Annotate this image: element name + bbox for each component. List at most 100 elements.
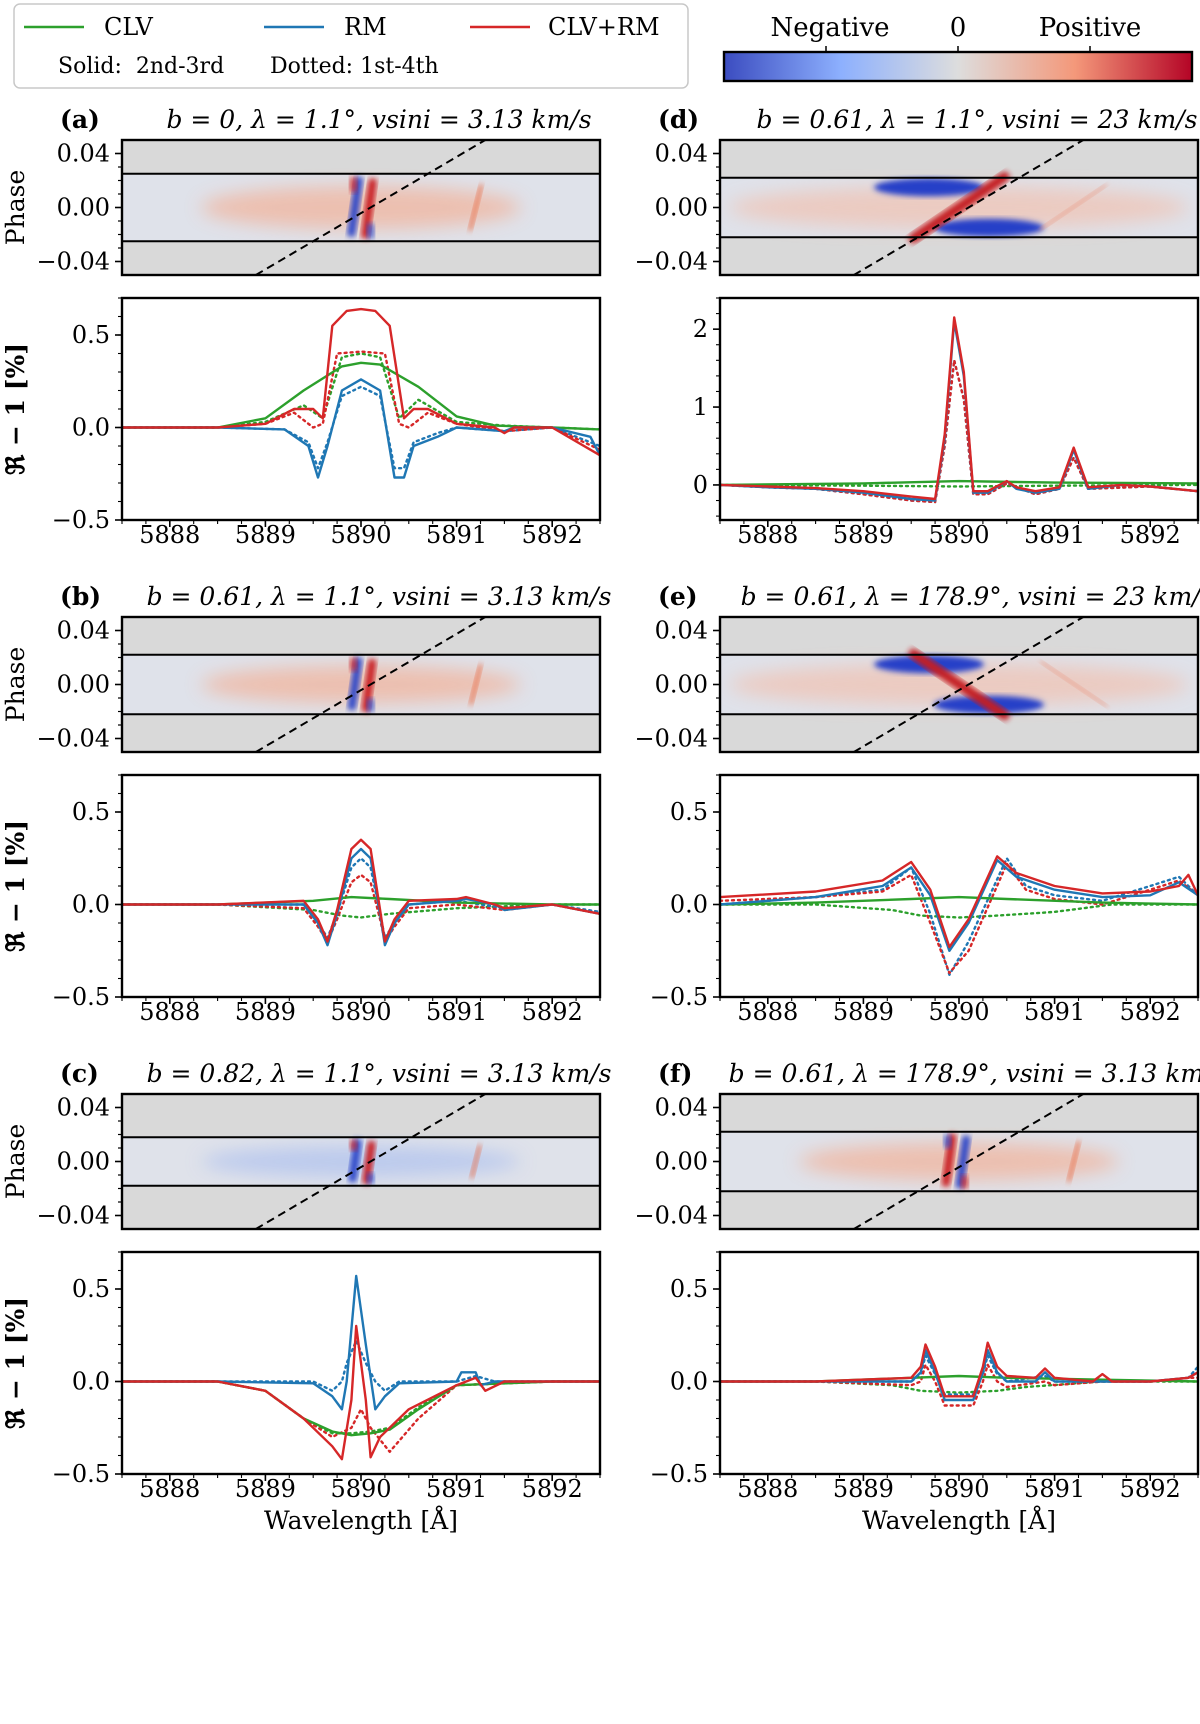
line-xtick-label: 5888 [139,1475,200,1503]
rm-streak-a [941,1133,957,1187]
panel-f: (f) b = 0.61, λ = 178.9°, vsini = 3.13 km… [634,1059,1200,1535]
line-xtick-label: 5888 [737,1475,798,1503]
series-clv-rm-solid [720,316,1198,501]
dashed-line [255,140,486,275]
continuum-glow [201,185,521,230]
panel-tag: (d) [658,105,699,134]
line-xtick-label: 5890 [330,521,391,549]
line-xtick-label: 5889 [833,998,894,1026]
line-ytick-label: −0.5 [650,1460,708,1488]
line-ytick-label: 0.5 [72,1275,110,1303]
map-content [720,648,1198,721]
line-xtick-label: 5888 [737,521,798,549]
map-ytick-label: 0.04 [655,140,708,168]
dashed-line [255,1094,486,1229]
series-rm-solid [720,1348,1198,1402]
colorbar-label-positive: Positive [1039,13,1142,43]
line-xtick-label: 5888 [139,998,200,1026]
map-content [122,654,600,715]
series-group [720,316,1198,504]
panel-title: b = 0, λ = 1.1°, vsini = 3.13 km/s [166,105,591,134]
rm-corner-a [350,657,357,671]
series-clv-rm-solid [122,307,600,457]
rm-streak-b [955,1135,971,1189]
series-clv-rm-dotted [122,350,600,451]
colorbar-label-zero: 0 [950,13,967,43]
colorbar: Negative 0 Positive [722,13,1194,83]
series-clv-rm-solid [122,838,600,943]
map-content [122,173,600,242]
map-content [122,1137,600,1186]
line-ytick-label: 0.5 [72,321,110,349]
map-ytick-label: 0.00 [655,194,708,222]
series-clv-rm-solid [122,1324,600,1461]
map-ytick-label: 0.00 [655,671,708,699]
rm-streak-a [347,176,363,237]
panel-tag: (b) [60,582,101,611]
legend-label-clvrm: CLV+RM [548,13,660,41]
legend-frame [13,3,689,89]
line-xtick-label: 5891 [1024,1475,1085,1503]
rm-diagonal [908,171,1010,244]
line-ytick-label: −0.5 [52,983,110,1011]
dashed-line [853,617,1084,752]
panel-tag: (c) [60,1059,99,1088]
line-xtick-label: 5888 [139,521,200,549]
secondary-streak [468,663,483,706]
line-ytick-label: 0 [693,471,708,499]
line-xtick-label: 5892 [522,998,583,1026]
map-ytick-label: 0.00 [655,1148,708,1176]
blue-lobe-top [874,178,984,197]
line-background [720,775,1198,997]
line-ytick-label: 0.0 [72,414,110,442]
line-ytick-label: 0.0 [72,891,110,919]
panel-title: b = 0.61, λ = 178.9°, vsini = 3.13 km/s [729,1059,1200,1088]
rm-corner-b [367,223,374,239]
series-clv-rm-solid [720,855,1198,949]
map-ytick-label: 0.04 [57,1094,110,1122]
line-xtick-label: 5891 [426,521,487,549]
rm-corner-b [367,698,374,712]
map-ytick-label: −0.04 [36,725,110,753]
colorbar-gradient [722,50,1194,83]
line-ytick-label: −0.5 [650,983,708,1011]
legend-label-clv: CLV [104,13,153,41]
series-clv-solid [720,895,1198,906]
line-ylabel: ℜ − 1 [%] [1,1297,30,1429]
map-ytick-label: 0.00 [57,671,110,699]
line-ytick-label: 2 [693,315,708,343]
series-group [720,1341,1198,1407]
map-content [720,1131,1198,1192]
line-ytick-label: 0.0 [72,1368,110,1396]
line-xtick-label: 5892 [522,1475,583,1503]
line-background [122,298,600,520]
panel-tag: (e) [658,582,698,611]
line-xtick-label: 5889 [833,521,894,549]
panel-d: (d) b = 0.61, λ = 1.1°, vsini = 23 km/s 0.… [634,105,1200,549]
map-ytick-label: −0.04 [36,1202,110,1230]
line-ytick-label: 0.0 [670,891,708,919]
series-clv-rm-dotted [122,873,600,943]
line-xtick-label: 5892 [1120,1475,1181,1503]
xlabel: Wavelength [Å] [862,1505,1056,1535]
panel-b: (b) b = 0.61, λ = 1.1°, vsini = 3.13 km/s… [1,582,611,1026]
line-plot: 0.5 0.0 −0.5 5888 5889 5890 5891 5892 ℜ − 1 [%] [1,773,602,1026]
legend-note-solid: Solid: 2nd-3rd [58,54,224,79]
series-clv-dotted [720,483,1198,488]
line-xtick-label: 5889 [235,521,296,549]
line-xtick-label: 5890 [928,998,989,1026]
panel-tag: (f) [658,1059,692,1088]
line-ytick-label: −0.5 [52,506,110,534]
panel-title: b = 0.82, λ = 1.1°, vsini = 3.13 km/s [147,1059,612,1088]
series-rm-dotted [122,1339,600,1393]
map-ytick-label: −0.04 [634,1202,708,1230]
line-background [122,775,600,997]
secondary-diagonal [1039,660,1108,708]
series-rm-dotted [720,857,1198,976]
map-ytick-label: 0.04 [57,617,110,645]
map-ytick-label: −0.04 [634,725,708,753]
line-xtick-label: 5892 [1120,521,1181,549]
